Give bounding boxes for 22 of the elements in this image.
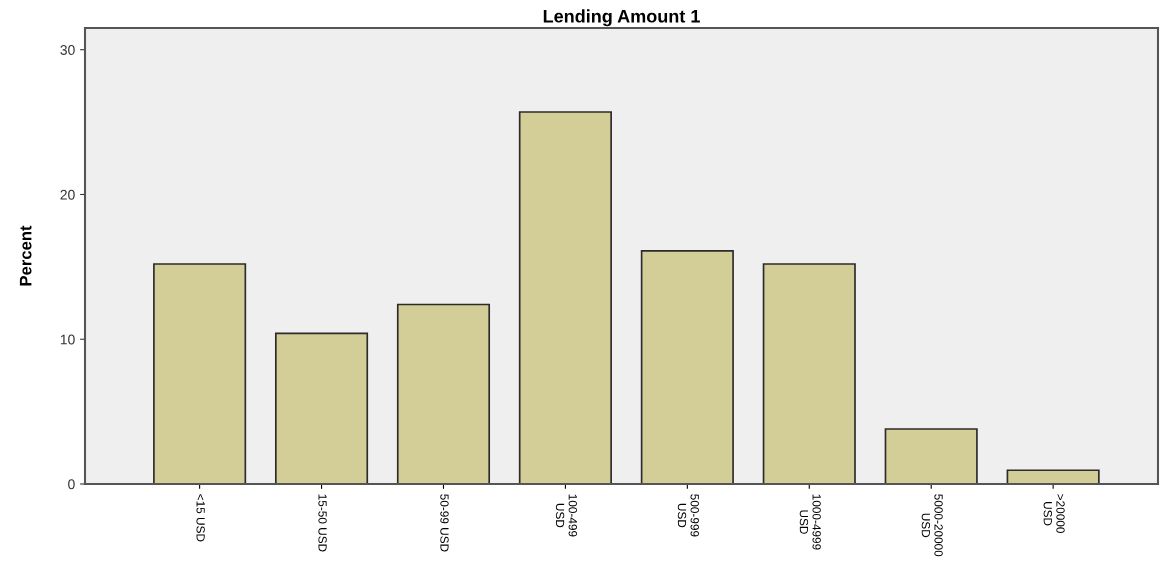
y-tick-label: 10 <box>60 334 75 345</box>
bar <box>1006 469 1100 484</box>
x-tick-label: 1000-4999 USD <box>799 494 821 550</box>
x-tick-label: <15 USD <box>196 494 205 542</box>
bar <box>762 263 856 484</box>
x-tick-label: 100-499 USD <box>555 494 577 537</box>
bar <box>396 303 491 484</box>
bar <box>153 263 247 484</box>
bar <box>640 250 734 484</box>
bar <box>274 332 369 484</box>
y-tick-label: 30 <box>60 45 75 55</box>
bar <box>518 111 612 484</box>
x-tick-label: 5000-20000 USD <box>921 494 943 557</box>
x-tick-label: 50-99 USD <box>440 494 449 552</box>
chart-title: Lending Amount 1 <box>543 9 700 27</box>
y-axis-title: Percent <box>19 225 32 286</box>
x-tick-label: >20000 USD <box>1043 494 1065 533</box>
x-tick-label: 15-50 USD <box>318 494 327 552</box>
x-tick-label: 500-999 USD <box>677 494 699 537</box>
y-tick-label: 20 <box>60 189 75 200</box>
bar <box>884 428 978 484</box>
y-tick-label: 0 <box>68 479 75 490</box>
